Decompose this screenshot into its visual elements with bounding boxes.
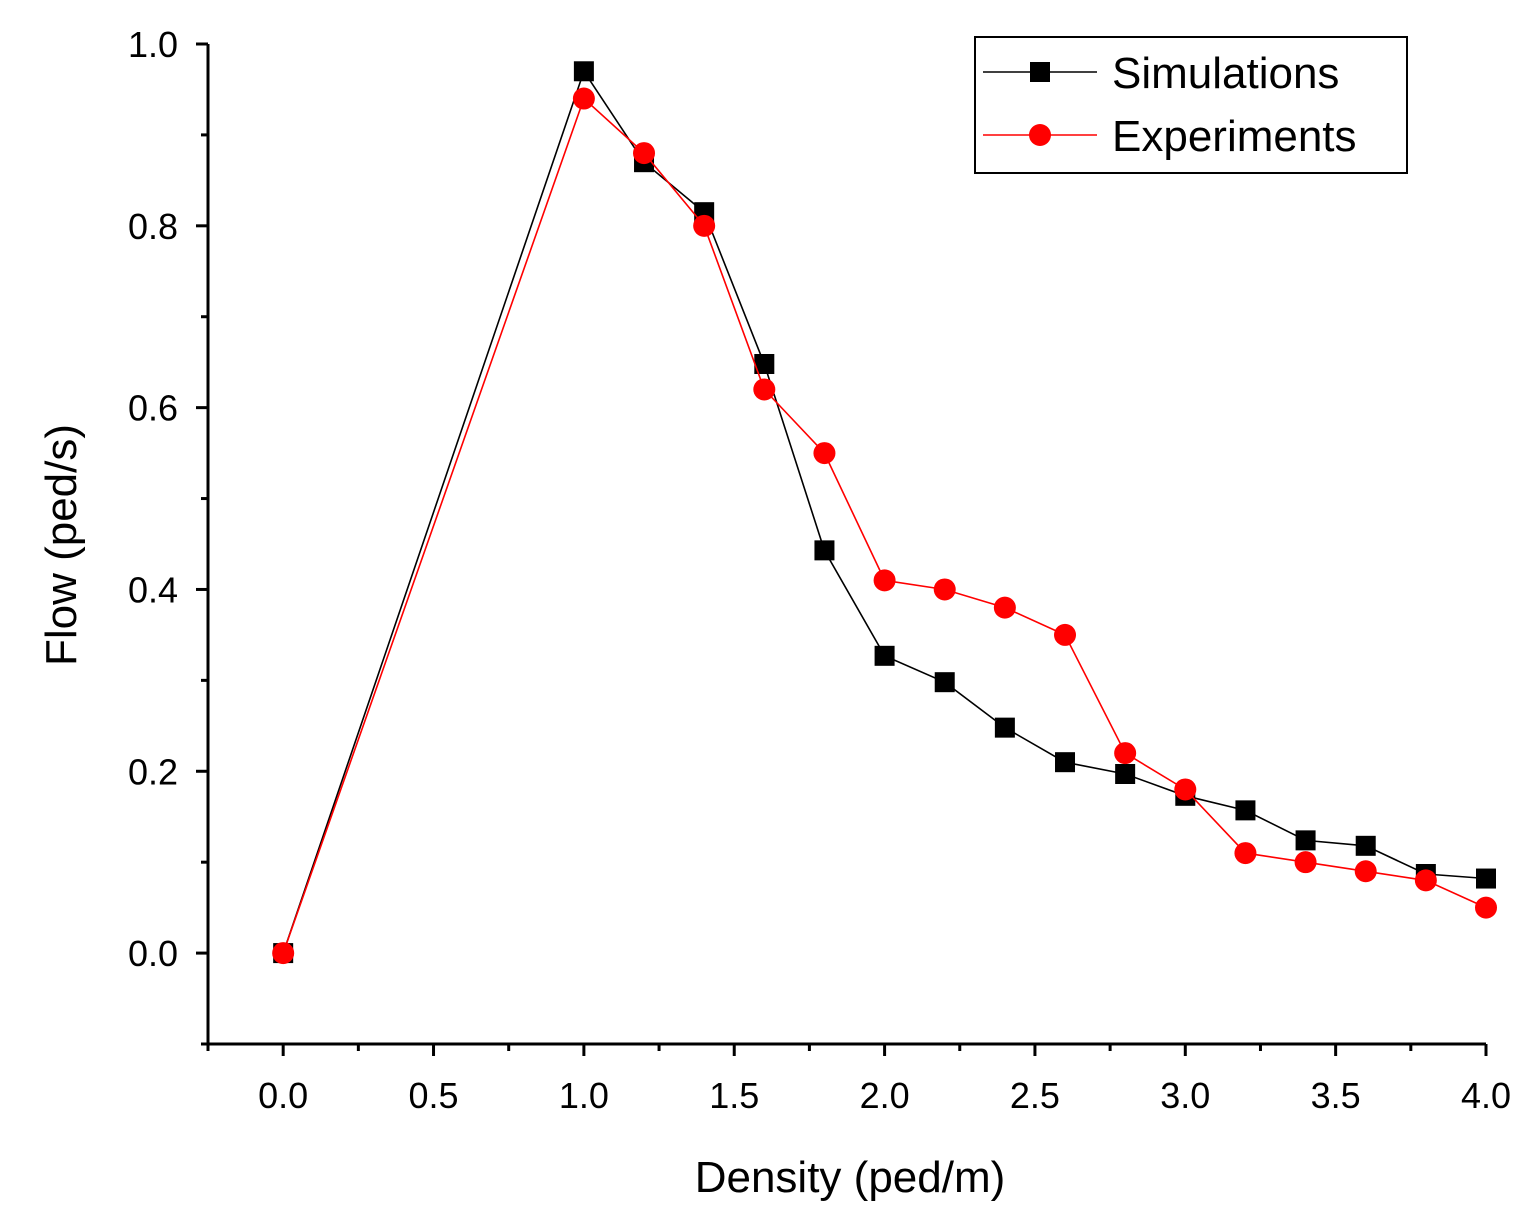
data-point	[813, 442, 836, 465]
data-point	[1054, 623, 1077, 646]
data-point	[1294, 851, 1317, 874]
y-tick-label: 0.4	[128, 569, 178, 610]
x-tick-label: 1.0	[559, 1075, 609, 1116]
data-point	[1475, 896, 1497, 919]
data-point	[1414, 869, 1437, 892]
series-1	[272, 87, 1497, 965]
legend-box	[974, 36, 1408, 174]
data-point	[1354, 860, 1377, 883]
legend-marker	[1030, 62, 1050, 82]
legend-label: Experiments	[1112, 112, 1357, 161]
data-point	[754, 354, 775, 374]
data-point	[874, 645, 895, 666]
x-tick-label: 1.5	[709, 1075, 759, 1116]
data-point	[1295, 830, 1316, 851]
data-point	[572, 87, 595, 110]
data-point	[1355, 835, 1376, 856]
axes: 0.0 0.5 1.0 1.5 2.0 2.5 3.0 3.5 4.0 0.0 0.2 0.4 0.6 0…	[128, 24, 1511, 1116]
x-tick-label: 2.5	[1010, 1075, 1060, 1116]
data-point	[994, 717, 1015, 738]
legend-label: Simulations	[1112, 49, 1339, 98]
data-point	[1235, 800, 1256, 821]
y-tick-label: 0.2	[128, 751, 178, 792]
x-tick-label: 3.0	[1160, 1075, 1210, 1116]
data-point	[1115, 764, 1136, 784]
data-point	[993, 596, 1016, 619]
data-point	[693, 214, 716, 237]
x-tick-label: 4.0	[1461, 1075, 1511, 1116]
y-tick-label: 0.6	[128, 388, 178, 429]
series-line	[282, 97, 1487, 954]
x-tick-label: 0.0	[258, 1075, 308, 1116]
data-point	[1114, 742, 1137, 765]
x-axis-title: Density (ped/m)	[695, 1153, 1006, 1202]
data-point	[633, 142, 656, 165]
data-point	[573, 61, 594, 82]
series-layer	[272, 61, 1497, 965]
data-point	[933, 578, 956, 601]
series-0	[273, 61, 1496, 964]
y-tick-label: 0.8	[128, 206, 178, 247]
series-line	[282, 69, 1487, 954]
y-tick-label: 0.0	[128, 933, 178, 974]
data-point	[272, 942, 295, 965]
x-tick-label: 0.5	[409, 1075, 459, 1116]
data-point	[1476, 868, 1496, 889]
y-axis-title: Flow (ped/s)	[37, 424, 86, 666]
x-tick-label: 3.5	[1311, 1075, 1361, 1116]
data-point	[814, 540, 835, 561]
legend: Simulations Experiments	[974, 36, 1408, 174]
data-point	[753, 378, 776, 401]
data-point	[873, 569, 896, 592]
x-tick-label: 2.0	[860, 1075, 910, 1116]
data-point	[1234, 842, 1257, 865]
data-point	[934, 672, 955, 693]
legend-marker	[1029, 124, 1051, 146]
data-point	[1055, 752, 1076, 773]
data-point	[1174, 778, 1197, 801]
y-tick-label: 1.0	[128, 24, 178, 65]
